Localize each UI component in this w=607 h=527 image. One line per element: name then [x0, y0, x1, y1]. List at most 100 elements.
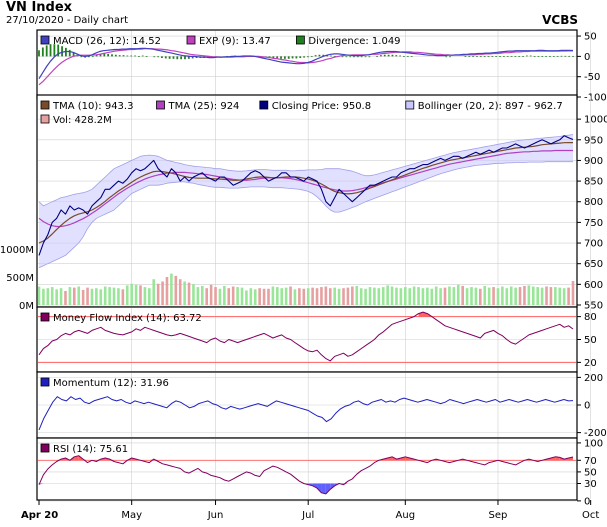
divergence-bar: [491, 55, 494, 57]
divergence-bar: [368, 56, 371, 58]
volume-bar: [368, 287, 372, 305]
divergence-bar: [479, 55, 482, 57]
mfi-overbought-fill: [418, 312, 423, 317]
volume-bar: [518, 287, 522, 305]
volume-bar: [134, 284, 138, 305]
volume-bar: [474, 287, 478, 305]
price-legend-label: Bollinger (20, 2): 897 - 962.7: [418, 101, 563, 112]
volume-bar: [223, 285, 226, 305]
volume-bar: [68, 287, 72, 305]
momentum-line: [38, 396, 574, 431]
rsi-oversold-fill: [39, 483, 44, 485]
divergence-bar: [333, 55, 336, 57]
divergence-bar: [499, 55, 501, 57]
volume-bar: [395, 287, 398, 305]
price-tick-label: 700: [584, 239, 603, 250]
brand-label: VCBS: [542, 13, 578, 27]
chart-subtitle: 27/10/2020 - Daily chart: [6, 15, 129, 26]
price-tick-label: 600: [584, 280, 603, 291]
volume-bar: [108, 287, 111, 305]
price-tick-label: 750: [584, 218, 603, 229]
volume-bar: [311, 287, 314, 305]
volume-bar: [112, 287, 116, 305]
volume-bar: [231, 286, 235, 305]
volume-bar: [443, 287, 447, 305]
momentum-legend-label: Momentum (12): 31.96: [53, 378, 169, 389]
volume-bar: [64, 291, 67, 305]
divergence-bar: [299, 56, 302, 58]
volume-bar: [381, 287, 385, 305]
volume-bar: [298, 288, 301, 305]
divergence-bar: [49, 44, 52, 57]
volume-bar: [337, 288, 341, 305]
volume-bar: [174, 275, 178, 305]
volume-bar: [390, 286, 394, 305]
divergence-bar: [364, 56, 367, 58]
x-axis-label: Apr 20: [21, 510, 58, 521]
divergence-bar: [303, 56, 305, 58]
divergence-bar: [556, 55, 559, 57]
volume-bar: [253, 289, 257, 305]
divergence-bar: [529, 55, 532, 57]
volume-bar: [280, 288, 284, 305]
divergence-bar: [572, 55, 574, 57]
volume-bar: [249, 288, 253, 305]
volume-bar: [527, 285, 531, 305]
divergence-bar: [380, 55, 382, 57]
divergence-bar: [276, 56, 279, 59]
divergence-bar: [41, 47, 44, 57]
volume-bar: [42, 288, 45, 305]
volume-bar: [73, 287, 76, 305]
volume-bar: [46, 288, 50, 305]
volume-bar: [196, 287, 200, 305]
divergence-bar: [468, 55, 471, 57]
volume-bar: [59, 288, 63, 305]
volume-bar: [170, 273, 173, 305]
price-tick-label: 950: [584, 135, 603, 146]
chart-title: VN Index: [6, 0, 73, 15]
volume-bar: [549, 287, 553, 305]
macd-tick-label: -100: [584, 93, 607, 104]
divergence-bar: [291, 56, 294, 59]
volume-bar: [99, 289, 103, 305]
volume-bar: [77, 286, 81, 305]
volume-bar: [320, 287, 323, 305]
divergence-bar: [495, 55, 498, 57]
macd-legend-label: Divergence: 1.049: [308, 36, 400, 47]
price-legend-swatch: [40, 100, 50, 110]
volume-bar: [536, 287, 539, 305]
volume-bar: [315, 288, 319, 305]
divergence-bar: [518, 55, 521, 57]
volume-bar: [355, 285, 359, 305]
volume-bar: [430, 288, 434, 305]
rsi-tick-label: 100: [584, 438, 603, 449]
volume-bar: [558, 287, 562, 305]
divergence-bar: [326, 55, 329, 57]
volume-tick-label: 500M: [6, 273, 34, 284]
price-tick-label: 800: [584, 197, 603, 208]
x-axis-label: Sep: [489, 510, 508, 521]
divergence-bar: [80, 56, 83, 58]
volume-bar: [333, 287, 336, 305]
volume-bar: [540, 287, 544, 305]
divergence-bar: [349, 56, 352, 58]
bollinger-lower-line: [38, 161, 573, 269]
price-tick-label: 550: [584, 301, 603, 312]
volume-bar: [545, 286, 548, 305]
volume-bar: [412, 286, 416, 305]
divergence-bar: [353, 56, 355, 58]
volume-bar: [465, 288, 469, 305]
volume-bar: [426, 287, 429, 305]
mfi-line: [38, 311, 574, 362]
volume-bar: [50, 287, 54, 305]
divergence-bar: [307, 56, 309, 58]
divergence-bar: [356, 56, 359, 58]
divergence-bar: [410, 55, 413, 57]
volume-bar: [205, 288, 209, 305]
volume-bar: [302, 288, 306, 305]
volume-bar: [262, 288, 266, 305]
volume-bar: [448, 286, 451, 305]
volume-bar: [37, 286, 41, 305]
divergence-bar: [161, 56, 163, 58]
volume-bar: [501, 286, 504, 305]
